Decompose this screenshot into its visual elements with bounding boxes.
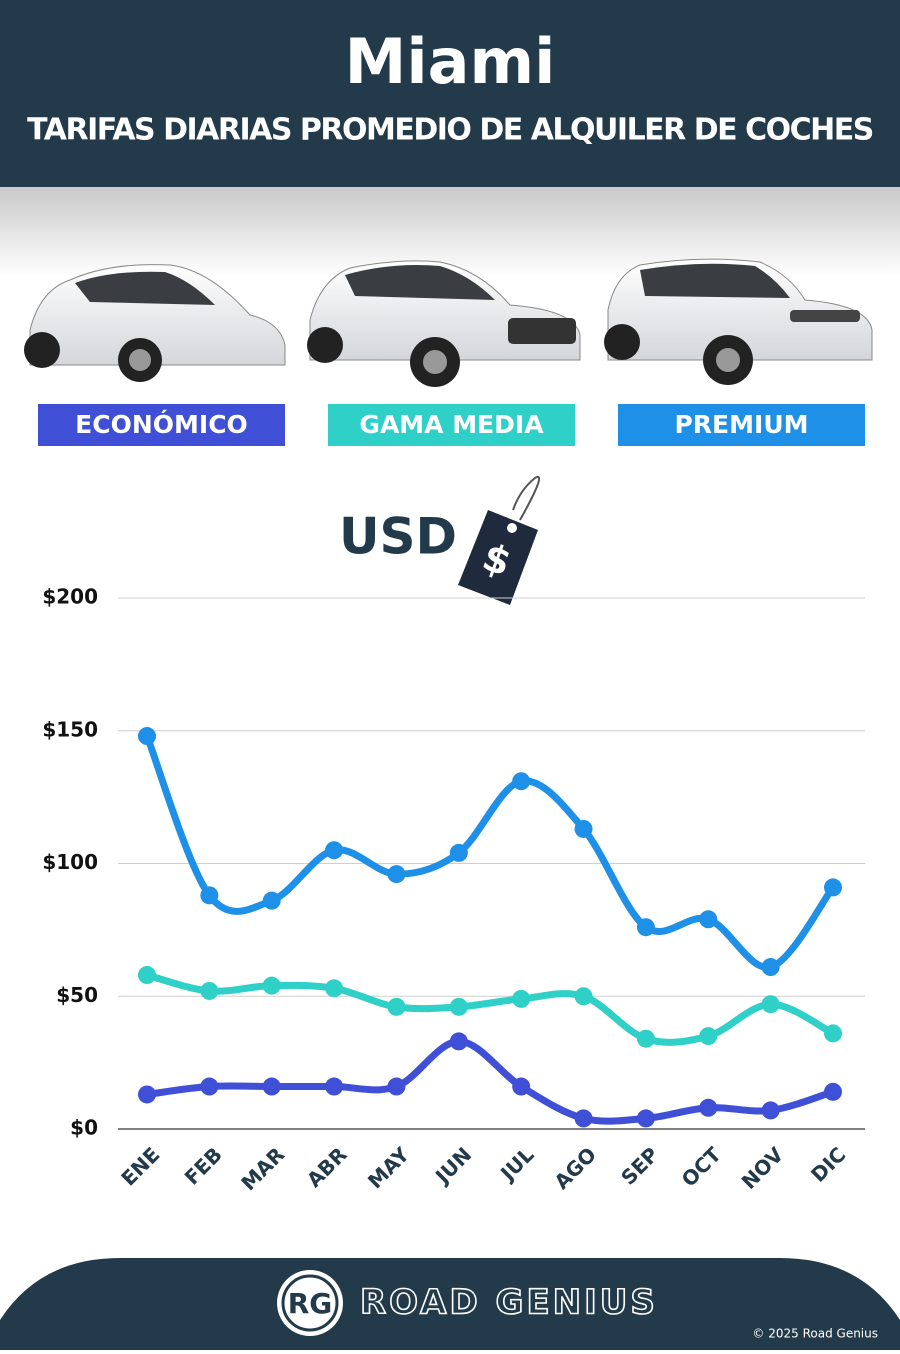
legend-label: PREMIUM: [674, 410, 808, 439]
currency-label: USD: [339, 508, 457, 566]
y-tick-label: $200: [42, 585, 98, 609]
data-point: [325, 979, 344, 998]
x-tick-label: JUL: [494, 1142, 538, 1186]
logo-text: RG: [288, 1287, 333, 1320]
y-tick-label: $100: [42, 850, 98, 874]
data-point: [636, 918, 655, 937]
x-tick-label: SEP: [616, 1142, 663, 1189]
series-line: [143, 732, 837, 971]
series-line: [143, 1037, 837, 1125]
legend-box: [38, 404, 285, 446]
car-midsize: [307, 260, 581, 387]
x-tick-label: ABR: [302, 1142, 352, 1192]
data-point: [262, 1077, 281, 1096]
data-point: [200, 886, 219, 905]
data-point: [449, 1032, 468, 1051]
data-point: [138, 727, 156, 746]
data-point: [449, 997, 468, 1016]
data-point: [325, 841, 344, 860]
legend-label: ECONÓMICO: [75, 409, 248, 439]
data-point: [699, 910, 718, 929]
header-shadow: [0, 187, 900, 277]
data-point: [262, 976, 281, 995]
logo-circle: [277, 1270, 343, 1336]
data-point: [262, 891, 281, 910]
x-tick-label: ENE: [116, 1142, 164, 1190]
car-economy: [24, 264, 286, 382]
x-tick-label: DIC: [806, 1142, 850, 1186]
data-point: [512, 772, 531, 791]
data-point: [824, 878, 842, 897]
data-point: [824, 1024, 842, 1043]
data-point: [699, 1027, 718, 1046]
data-point: [761, 958, 780, 977]
data-point: [636, 1109, 655, 1128]
data-point: [449, 843, 468, 862]
x-tick-label: MAY: [363, 1142, 414, 1193]
title: Miami: [345, 25, 556, 98]
data-point: [699, 1098, 718, 1117]
brand-name: ROAD GENIUS: [360, 1283, 658, 1323]
y-tick-label: $150: [42, 717, 98, 741]
data-point: [512, 989, 531, 1008]
data-point: [387, 997, 406, 1016]
x-tick-label: OCT: [677, 1142, 726, 1191]
data-point: [574, 987, 593, 1006]
data-point: [200, 981, 219, 1000]
data-point: [138, 966, 156, 985]
header-band: [0, 0, 900, 187]
y-tick-label: $50: [56, 983, 98, 1007]
data-point: [824, 1082, 842, 1101]
subtitle: TARIFAS DIARIAS PROMEDIO DE ALQUILER DE …: [27, 113, 873, 148]
x-tick-label: NOV: [737, 1142, 789, 1194]
price-tag: [458, 475, 540, 605]
data-point: [138, 1085, 156, 1104]
series-line: [143, 971, 837, 1046]
data-point: [574, 819, 593, 838]
legend-label: GAMA MEDIA: [359, 410, 544, 439]
data-point: [574, 1109, 593, 1128]
x-tick-label: JUN: [429, 1142, 476, 1189]
x-tick-label: FEB: [180, 1142, 227, 1189]
data-point: [512, 1077, 531, 1096]
data-point: [387, 1077, 406, 1096]
legend-box: [618, 404, 865, 446]
data-point: [636, 1029, 655, 1048]
x-tick-label: MAR: [236, 1142, 289, 1195]
x-tick-label: AGO: [549, 1142, 601, 1194]
legend-box: [328, 404, 575, 446]
footer-band: [0, 1258, 900, 1350]
logo-ring: [281, 1274, 339, 1332]
data-point: [761, 995, 780, 1014]
car-premium: [604, 258, 873, 385]
data-point: [761, 1101, 780, 1120]
copyright: © 2025 Road Genius: [752, 1327, 878, 1341]
y-tick-label: $0: [70, 1116, 98, 1140]
data-point: [325, 1077, 344, 1096]
data-point: [387, 865, 406, 884]
data-point: [200, 1077, 219, 1096]
